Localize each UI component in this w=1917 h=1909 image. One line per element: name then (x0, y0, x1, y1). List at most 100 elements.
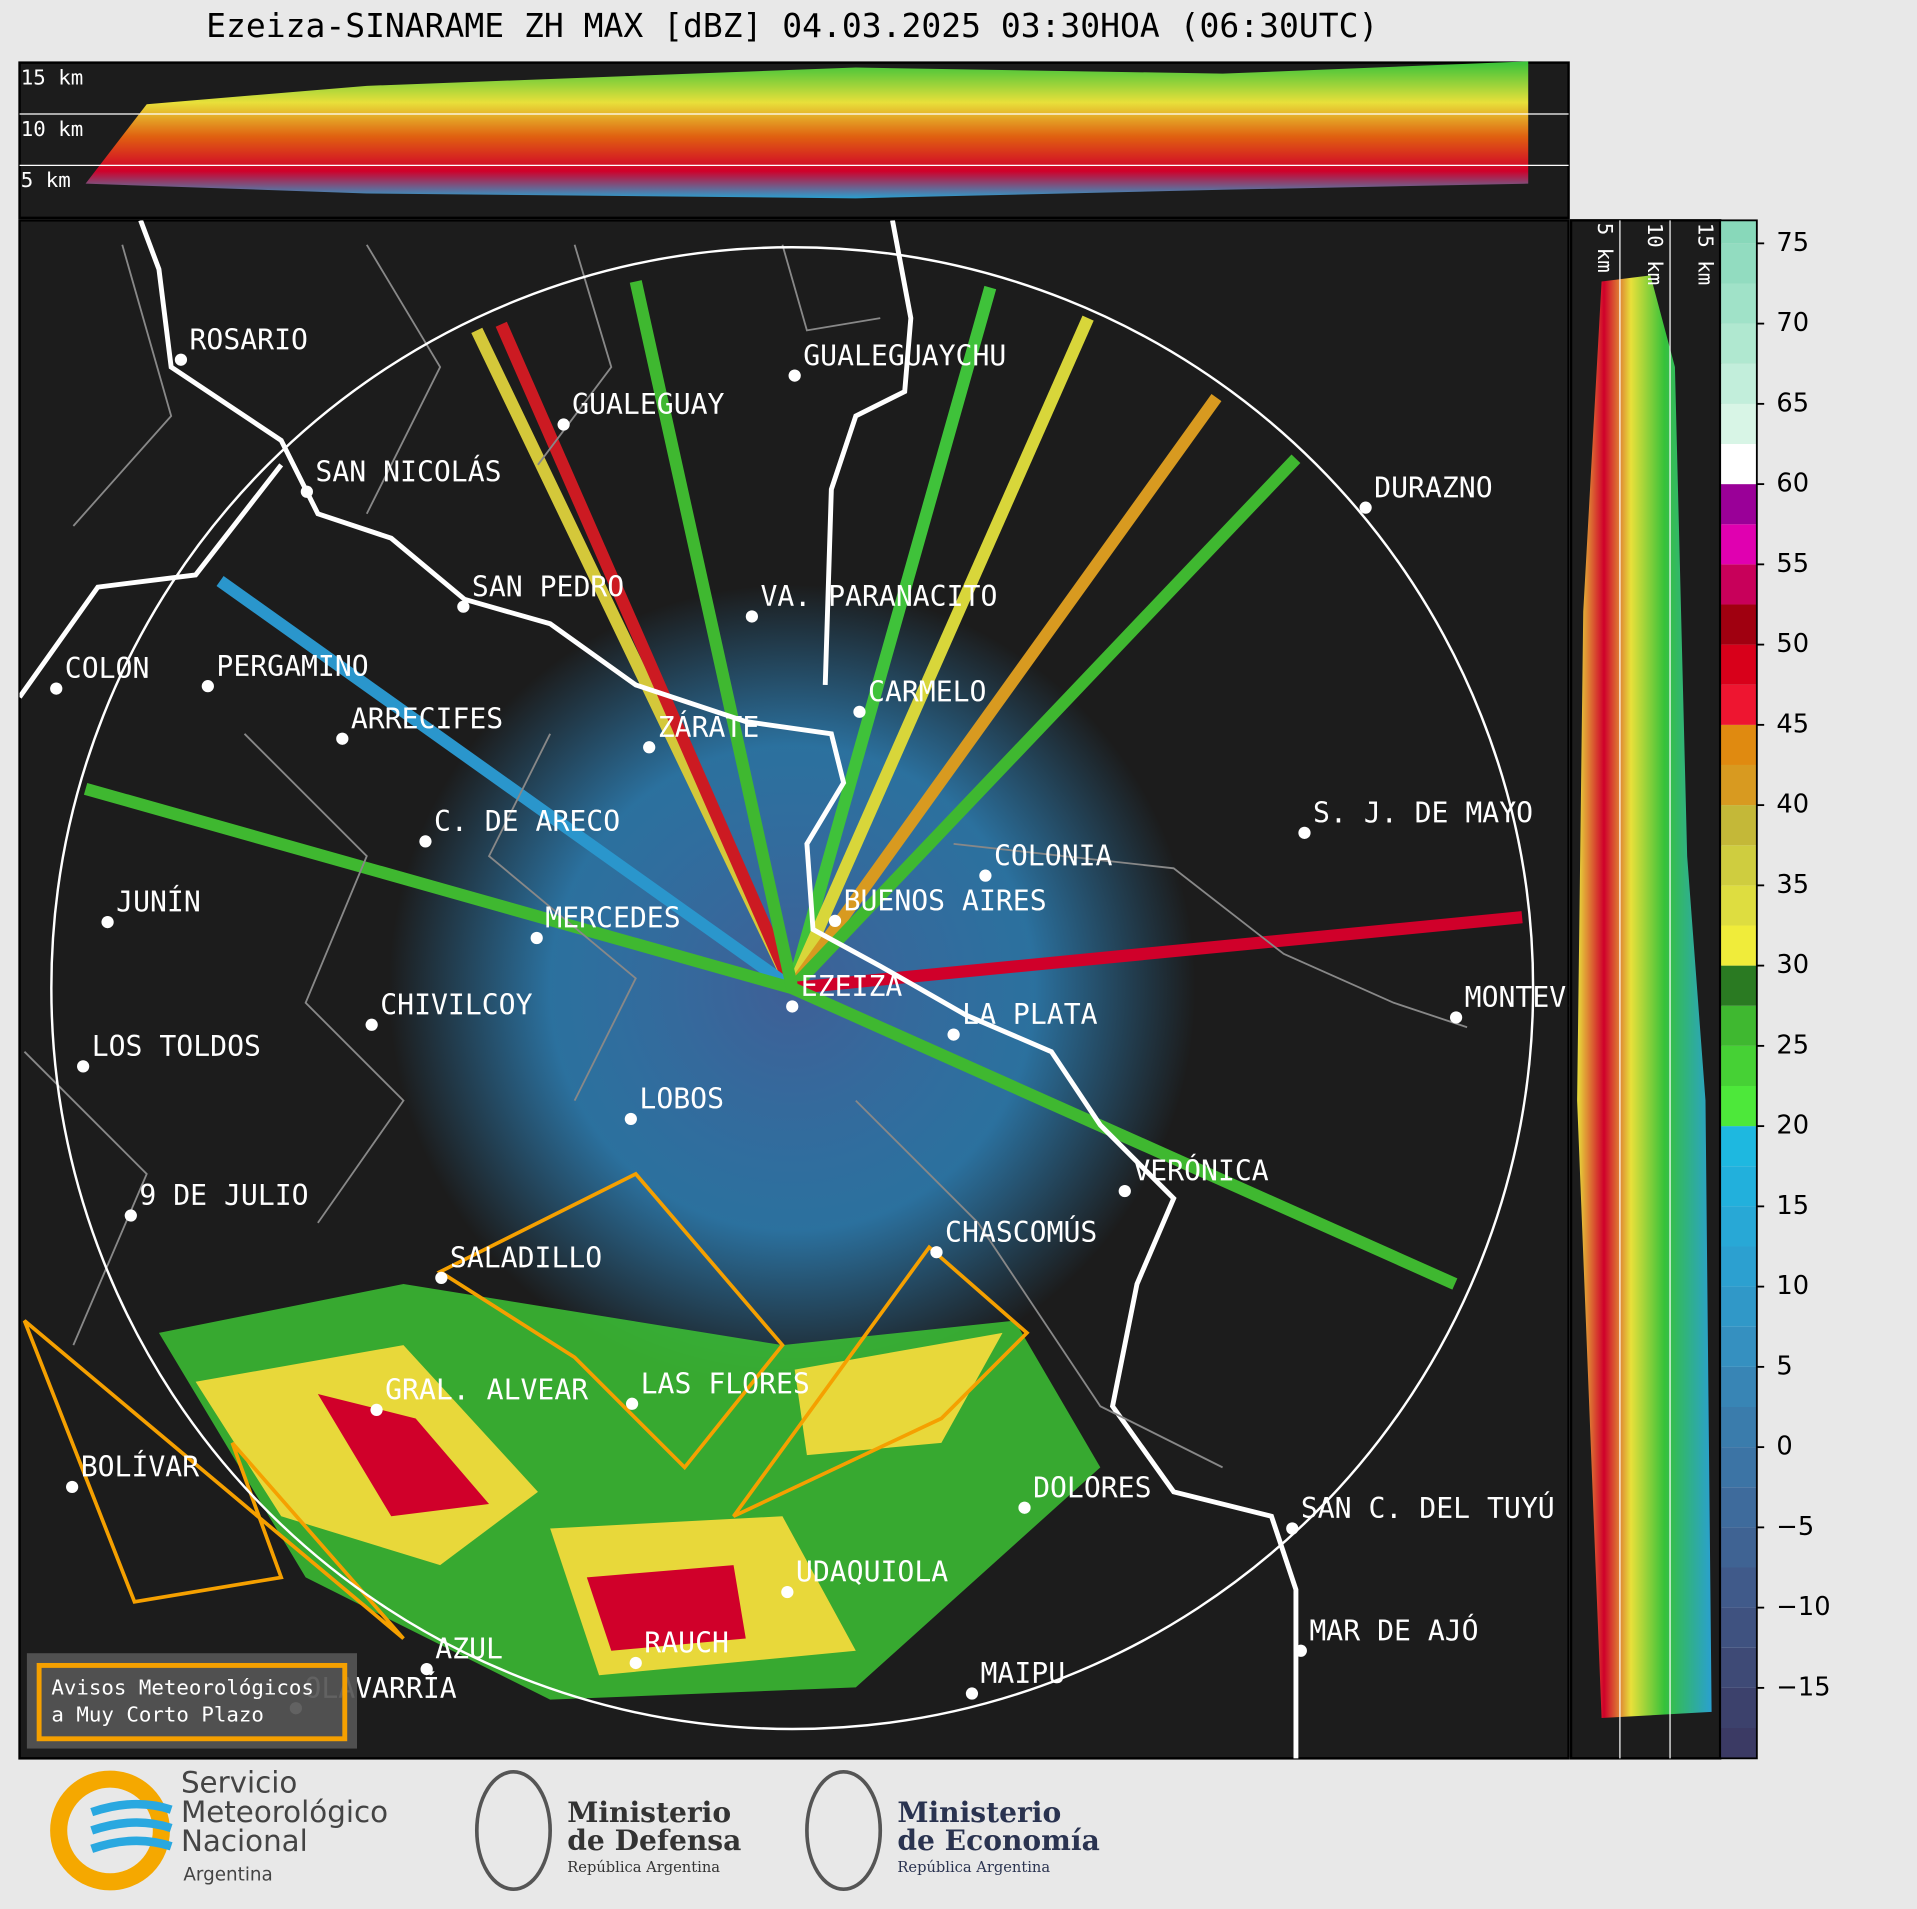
colorbar-segment (1720, 1326, 1757, 1367)
city-dot (1359, 501, 1372, 514)
city-dot (1298, 826, 1311, 839)
city-dot (435, 1271, 448, 1284)
city-label: SAN C. DEL TUYÚ (1301, 1491, 1555, 1525)
logo-text: Argentina (183, 1865, 272, 1886)
colorbar-segment (1720, 363, 1757, 404)
city-dot (419, 835, 432, 848)
city-label: BUENOS AIRES (844, 885, 1047, 918)
city-dot (336, 732, 349, 745)
colorbar-segment (1720, 1406, 1757, 1448)
logo-text: República Argentina (897, 1859, 1050, 1876)
city-layer: ROSARIO GUALEGUAYCHU GUALEGUAY SAN NICOLÁS D… (50, 323, 1569, 1715)
height-label: 15 km (21, 66, 84, 90)
colorbar-tick-label: 60 (1776, 469, 1809, 499)
colorbar-tick-label: 70 (1776, 308, 1809, 338)
colorbar-tick-label: 45 (1776, 709, 1809, 739)
radar-echoes: ROSARIO GUALEGUAYCHU GUALEGUAY SAN NICOLÁS D… (19, 220, 1569, 1759)
city-label: COLONIA (994, 839, 1113, 872)
colorbar-segment (1720, 1647, 1757, 1688)
city-dot (300, 485, 313, 498)
colorbar (1720, 220, 1757, 1759)
colorbar-segment (1720, 965, 1757, 1006)
city-dot (786, 1000, 799, 1013)
city-dot (530, 931, 543, 945)
colorbar-segment (1720, 243, 1757, 284)
colorbar-segment (1720, 724, 1757, 765)
colorbar-tick-label: −5 (1776, 1512, 1814, 1542)
colorbar-segment (1720, 564, 1757, 605)
colorbar-segment (1720, 1005, 1757, 1046)
city-dot (979, 869, 992, 882)
city-label: BOLÍVAR (81, 1450, 200, 1484)
city-dot (853, 705, 866, 718)
colorbar-segment (1720, 283, 1757, 324)
smn-logo: Servicio Meteorológico Nacional Argentin… (50, 1766, 388, 1891)
colorbar-segment (1720, 1366, 1757, 1407)
city-label: UDAQUIOLA (796, 1556, 948, 1589)
city-dot (1118, 1184, 1131, 1198)
city-label: PERGAMINO (216, 650, 368, 683)
city-label: EZEIZA (801, 970, 903, 1003)
colorbar-segment (1720, 805, 1757, 846)
logo-text: Servicio (181, 1766, 297, 1800)
city-dot (947, 1028, 960, 1041)
city-label: DOLORES (1033, 1471, 1151, 1504)
colorbar-tick-label: 15 (1776, 1191, 1809, 1221)
city-label: 9 DE JULIO (139, 1179, 308, 1212)
colorbar-segment (1720, 684, 1757, 725)
city-dot (174, 353, 188, 366)
city-label: MAR DE AJÓ (1309, 1613, 1478, 1647)
city-label: C. DE ARECO (434, 805, 620, 838)
storm-core (317, 1394, 746, 1651)
city-label: ARRECIFES (351, 702, 503, 735)
colorbar-tick-label: 25 (1776, 1030, 1809, 1060)
city-label: CHASCOMÚS (945, 1215, 1097, 1249)
colorbar-segment (1720, 1045, 1757, 1086)
colorbar-segment (1720, 1206, 1757, 1247)
city-label: LA PLATA (962, 998, 1097, 1031)
colorbar-tick-label: −15 (1776, 1672, 1830, 1702)
city-dot (557, 418, 570, 431)
colorbar-segment (1720, 1246, 1757, 1287)
city-dot (457, 600, 470, 613)
city-label: VA. PARANACITO (760, 580, 997, 613)
city-label: DURAZNO (1374, 471, 1492, 504)
colorbar-segment (1720, 1527, 1757, 1568)
colorbar-segment (1720, 524, 1757, 565)
city-dot (1294, 1644, 1307, 1657)
city-dot (365, 1018, 378, 1031)
city-dot (643, 741, 656, 754)
colorbar-tick-label: 75 (1776, 228, 1809, 258)
colorbar-segment (1720, 1607, 1757, 1648)
colorbar-tick-label: 50 (1776, 629, 1809, 659)
city-dot (788, 369, 801, 382)
legend-text: a Muy Corto Plazo (51, 1703, 264, 1727)
city-label: S. J. DE MAYO (1313, 797, 1533, 830)
colorbar-tick-label: −10 (1776, 1592, 1830, 1622)
logo-text: de Defensa (567, 1824, 741, 1857)
city-label: ROSARIO (189, 323, 307, 356)
warning-polygon (22, 1171, 1030, 1640)
colorbar-segment (1720, 1085, 1757, 1127)
logo-emblem (474, 1769, 552, 1891)
city-label: SAN NICOLÁS (315, 454, 501, 488)
city-dot (965, 1687, 979, 1700)
colorbar-tick-label: 5 (1776, 1351, 1792, 1381)
colorbar-segment (1720, 484, 1757, 525)
logo-emblem (805, 1769, 883, 1891)
logo-ring (50, 1770, 170, 1891)
side-echo (1577, 275, 1712, 1718)
colorbar-segment (1720, 1286, 1757, 1327)
city-label: LOBOS (639, 1083, 724, 1116)
city-label: COLON (65, 652, 150, 685)
colorbar-segment (1720, 1487, 1757, 1528)
logo-text: República Argentina (567, 1859, 720, 1876)
colorbar-segment (1720, 1126, 1757, 1167)
logo-waves (90, 1799, 173, 1853)
city-dot (745, 610, 758, 623)
coastline (19, 220, 1299, 1759)
colorbar-segment (1720, 604, 1757, 645)
city-label: LAS FLORES (641, 1367, 810, 1400)
colorbar-tick-label: 65 (1776, 388, 1809, 418)
